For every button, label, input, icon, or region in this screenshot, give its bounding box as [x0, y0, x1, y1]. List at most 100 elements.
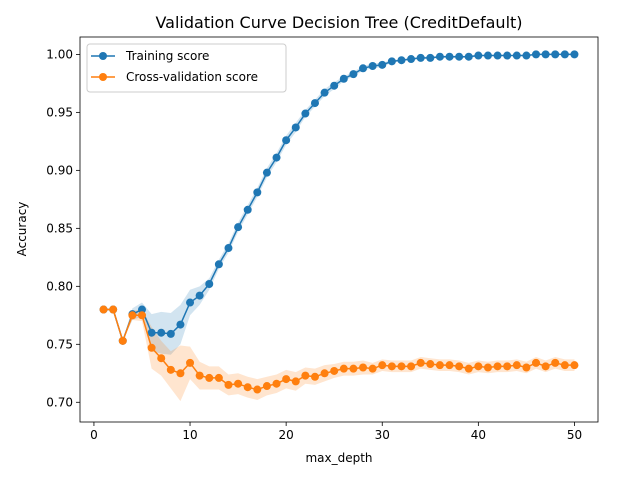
legend-label-1: Cross-validation score — [126, 70, 258, 84]
point-series-0-20 — [291, 123, 300, 132]
point-series-1-14 — [234, 379, 243, 388]
legend-box — [86, 43, 287, 93]
point-series-1-10 — [195, 371, 204, 380]
point-series-0-35 — [435, 52, 444, 61]
legend-label-0: Training score — [125, 49, 209, 63]
point-series-0-32 — [407, 55, 416, 64]
point-series-1-37 — [455, 362, 464, 371]
point-series-0-21 — [301, 109, 310, 118]
point-series-1-23 — [320, 369, 329, 378]
point-series-1-22 — [310, 372, 319, 381]
point-series-0-29 — [378, 60, 387, 69]
point-series-0-19 — [282, 136, 291, 145]
x-axis-label: max_depth — [305, 451, 372, 465]
point-series-1-15 — [243, 383, 252, 392]
point-series-0-33 — [416, 53, 425, 62]
point-series-0-39 — [474, 51, 483, 60]
point-series-0-22 — [310, 99, 319, 108]
point-series-1-4 — [137, 311, 146, 320]
chart-title: Validation Curve Decision Tree (CreditDe… — [155, 13, 522, 32]
point-series-0-4 — [137, 305, 146, 314]
point-series-0-18 — [272, 153, 281, 162]
point-series-0-5 — [147, 328, 156, 337]
point-series-1-17 — [262, 382, 271, 391]
point-series-1-41 — [493, 362, 502, 371]
point-series-1-24 — [330, 366, 339, 375]
point-series-1-9 — [186, 358, 195, 367]
point-series-0-15 — [243, 205, 252, 214]
point-series-1-19 — [282, 375, 291, 384]
y-tick-label-4: 0.90 — [46, 163, 73, 177]
point-series-0-40 — [483, 51, 492, 60]
plot-area: 0 10 20 30 40 50 0.70 0.75 0.80 0.85 0.90 0.95 1.00 — [46, 36, 599, 442]
point-series-1-34 — [426, 360, 435, 369]
y-tick-label-2: 0.80 — [46, 279, 73, 293]
x-tick-label-0: 0 — [90, 428, 98, 442]
point-series-0-42 — [503, 51, 512, 60]
point-series-0-12 — [214, 260, 223, 269]
point-series-1-28 — [368, 364, 377, 373]
legend: Training score Cross-validation score — [86, 43, 287, 93]
point-series-0-49 — [570, 50, 579, 59]
y-axis-label: Accuracy — [15, 202, 29, 257]
axes-frame — [79, 36, 599, 423]
point-series-0-8 — [176, 320, 185, 329]
point-series-1-49 — [570, 361, 579, 370]
point-series-1-0 — [99, 305, 108, 314]
point-series-0-38 — [464, 52, 473, 61]
x-tick-label-2: 20 — [279, 428, 294, 442]
x-tick-label-4: 40 — [471, 428, 486, 442]
point-series-0-48 — [560, 50, 569, 59]
point-series-1-25 — [339, 364, 348, 373]
point-series-1-7 — [166, 365, 175, 374]
point-series-1-44 — [522, 363, 531, 372]
point-series-1-16 — [253, 385, 262, 394]
point-series-0-17 — [262, 168, 271, 177]
point-series-1-35 — [435, 361, 444, 370]
point-series-1-5 — [147, 343, 156, 352]
y-tick-label-5: 0.95 — [46, 105, 73, 119]
point-series-1-3 — [128, 311, 137, 320]
y-tick-label-6: 1.00 — [46, 47, 73, 61]
point-series-0-7 — [166, 329, 175, 338]
point-series-0-24 — [330, 81, 339, 90]
point-series-0-25 — [339, 74, 348, 83]
band-series-0 — [103, 54, 575, 355]
point-series-0-41 — [493, 51, 502, 60]
point-series-1-39 — [474, 362, 483, 371]
point-series-0-37 — [455, 52, 464, 61]
x-tick-label-1: 10 — [182, 428, 197, 442]
point-series-0-44 — [522, 51, 531, 60]
y-tick-label-0: 0.70 — [46, 395, 73, 409]
point-series-0-10 — [195, 291, 204, 300]
point-series-1-48 — [560, 361, 569, 370]
point-series-0-9 — [186, 298, 195, 307]
point-series-1-31 — [397, 362, 406, 371]
point-series-1-45 — [532, 358, 541, 367]
y-tick-label-1: 0.75 — [46, 337, 73, 351]
point-series-1-33 — [416, 358, 425, 367]
point-series-1-30 — [387, 362, 396, 371]
point-series-1-18 — [272, 379, 281, 388]
point-series-1-13 — [224, 380, 233, 389]
point-series-1-27 — [359, 363, 368, 372]
point-series-1-21 — [301, 371, 310, 380]
point-series-0-36 — [445, 52, 454, 61]
point-series-1-43 — [512, 361, 521, 370]
point-series-1-26 — [349, 364, 358, 373]
point-series-1-11 — [205, 373, 214, 382]
point-series-1-2 — [118, 336, 127, 345]
point-series-0-31 — [397, 56, 406, 65]
point-series-1-42 — [503, 362, 512, 371]
point-series-0-43 — [512, 51, 521, 60]
point-series-1-12 — [214, 373, 223, 382]
point-series-0-14 — [234, 223, 243, 232]
y-tick-label-3: 0.85 — [46, 221, 73, 235]
point-series-1-8 — [176, 369, 185, 378]
point-series-0-11 — [205, 280, 214, 288]
point-series-0-23 — [320, 88, 329, 97]
point-series-1-38 — [464, 364, 473, 373]
point-series-1-1 — [109, 305, 118, 314]
point-series-0-45 — [532, 50, 541, 59]
point-series-1-32 — [407, 362, 416, 371]
